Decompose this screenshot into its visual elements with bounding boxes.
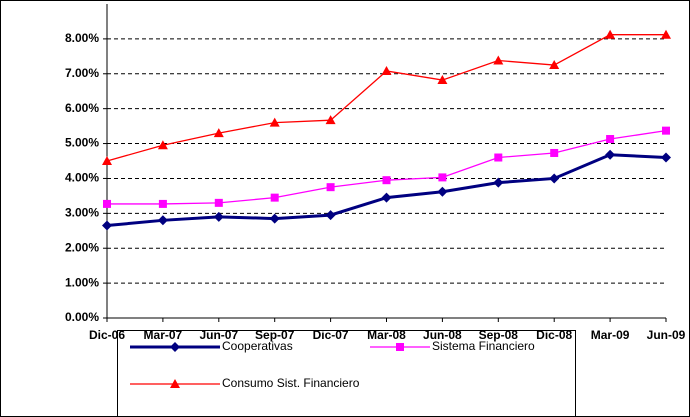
legend-box [117, 330, 576, 417]
marker [661, 29, 671, 39]
marker [103, 199, 111, 208]
x-tick-label: Jun-09 [647, 328, 686, 342]
legend-label: Consumo Sist. Financiero [222, 376, 360, 390]
x-tick-label: Jun-07 [199, 328, 238, 342]
marker [326, 183, 335, 192]
marker [549, 173, 560, 184]
marker [214, 198, 223, 207]
marker [396, 343, 404, 351]
x-tick-label: Dic-08 [536, 328, 572, 342]
marker [381, 192, 392, 203]
marker [325, 115, 336, 125]
marker [158, 199, 167, 208]
y-tick-label: 0.00% [65, 310, 99, 324]
marker [605, 29, 616, 39]
marker [213, 128, 224, 138]
marker [437, 186, 448, 197]
marker [269, 117, 280, 127]
marker [494, 153, 503, 162]
marker [157, 140, 168, 150]
x-tick-label: Mar-09 [591, 328, 630, 342]
marker [213, 211, 224, 222]
x-tick-label: Jun-08 [423, 328, 462, 342]
marker [662, 126, 670, 135]
marker [382, 176, 391, 185]
marker [549, 60, 560, 70]
marker [493, 55, 504, 65]
x-tick-label: Mar-07 [144, 328, 183, 342]
x-tick-label: Dic-06 [89, 328, 125, 342]
y-tick-label: 7.00% [65, 66, 99, 80]
marker [493, 177, 504, 188]
x-tick-label: Dic-07 [313, 328, 349, 342]
marker [269, 213, 280, 224]
marker [437, 75, 448, 85]
marker [381, 65, 392, 75]
marker [605, 149, 616, 160]
marker [270, 193, 279, 202]
y-tick-label: 4.00% [65, 171, 99, 185]
marker [170, 342, 180, 352]
x-tick-label: Mar-08 [367, 328, 406, 342]
marker [170, 379, 180, 388]
x-tick-label: Sep-08 [479, 328, 519, 342]
marker [157, 215, 168, 226]
x-tick-label: Sep-07 [255, 328, 295, 342]
marker [438, 173, 447, 182]
y-tick-label: 2.00% [65, 240, 99, 254]
legend-label: Cooperativas [222, 339, 293, 353]
y-tick-label: 3.00% [65, 206, 99, 220]
legend-label: Sistema Financiero [432, 339, 535, 353]
marker [102, 220, 112, 231]
marker [550, 148, 559, 157]
y-tick-label: 1.00% [65, 275, 99, 289]
marker [606, 135, 615, 144]
y-tick-label: 6.00% [65, 101, 99, 115]
y-tick-label: 8.00% [65, 31, 99, 45]
y-tick-label: 5.00% [65, 136, 99, 150]
marker [661, 152, 671, 163]
marker [102, 156, 112, 165]
marker [325, 210, 336, 221]
